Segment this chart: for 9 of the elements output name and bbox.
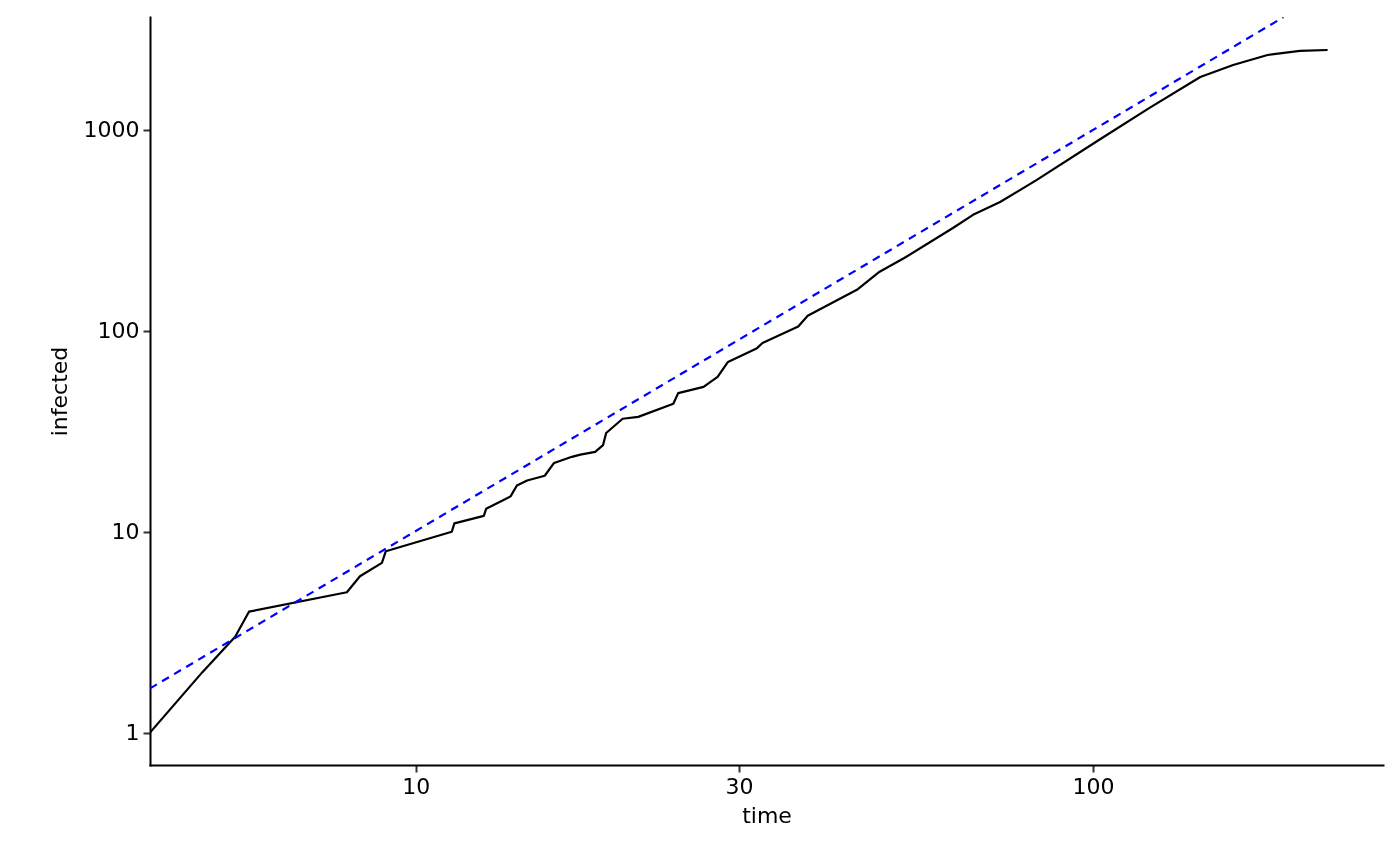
y-axis-title: infected: [46, 346, 72, 437]
x-axis-title: time: [742, 802, 792, 828]
y-tick-label: 1000: [83, 117, 140, 143]
y-tick-label: 10: [111, 519, 140, 545]
y-tick-label: 1: [125, 720, 140, 746]
x-tick-label: 10: [402, 773, 431, 799]
x-tick-label: 100: [1072, 773, 1115, 799]
y-tick-label: 100: [97, 318, 140, 344]
x-tick-label: 30: [725, 773, 754, 799]
